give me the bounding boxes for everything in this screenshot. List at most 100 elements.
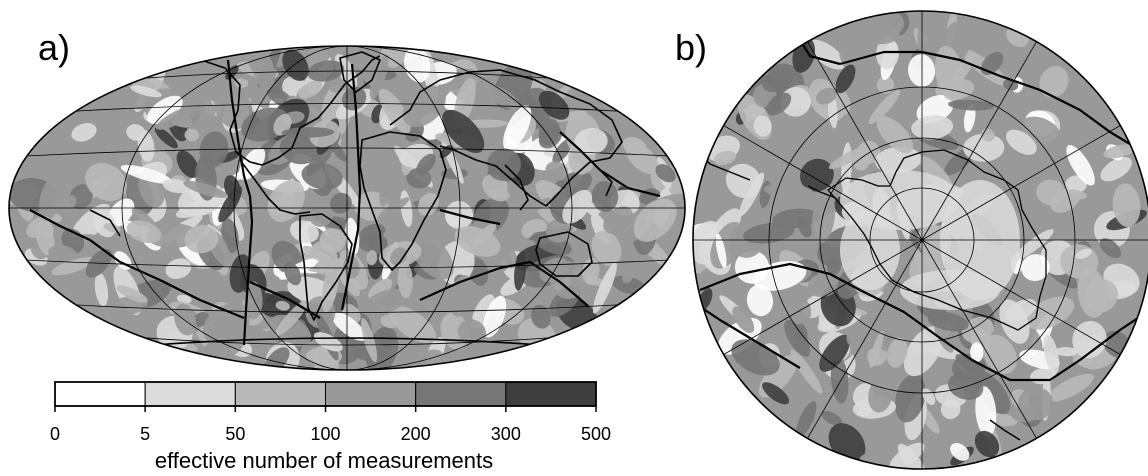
coverage-patch [611, 275, 646, 295]
coverage-patch [519, 197, 552, 217]
coverage-patch [1004, 299, 1037, 322]
coverage-patch [830, 356, 849, 404]
coverage-patch [603, 206, 634, 234]
coverage-patch [655, 164, 676, 183]
coverage-patch [1099, 238, 1122, 259]
coverage-patch [1047, 373, 1094, 402]
coverage-patch [545, 218, 572, 243]
coverage-patch [746, 284, 774, 317]
coverage-patch [1072, 321, 1107, 359]
coverage-patch [126, 220, 162, 244]
coverage-patch [850, 21, 900, 45]
coverage-patch [766, 92, 792, 116]
coverage-patch [797, 216, 812, 238]
coverage-patch [876, 115, 914, 154]
coverage-patch [298, 80, 323, 99]
coverage-patch [183, 180, 228, 198]
coverage-patch [900, 270, 1000, 310]
coverage-patch [1021, 254, 1050, 282]
coverage-patch [379, 170, 397, 207]
coverage-patch [1065, 175, 1087, 194]
coverage-patch [811, 190, 836, 244]
coverage-patch [876, 76, 895, 94]
coverage-patch [253, 86, 270, 110]
colorbar-bin [415, 381, 507, 407]
coverage-patch [504, 247, 517, 269]
colorbar: 0 5 50 100 200 300 500 effective number of mea… [50, 381, 611, 473]
coverage-patch [1063, 189, 1088, 200]
colorbar-tick-label: 5 [140, 424, 150, 444]
coverage-patch [715, 233, 727, 269]
coverage-patch [911, 115, 954, 140]
meridian-line [807, 239, 923, 439]
coverage-patch [582, 257, 600, 285]
map-a-plate-boundaries [29, 59, 661, 346]
coverage-patch [184, 128, 200, 142]
coverage-patch [763, 183, 814, 199]
coverage-patch [1036, 179, 1066, 206]
coverage-patch [85, 162, 127, 202]
panel-b-label: b) [675, 27, 707, 68]
colorbar-bin [234, 381, 326, 407]
coverage-patch [193, 278, 211, 295]
coverage-patch [800, 158, 834, 192]
coverage-patch [313, 332, 343, 352]
coverage-patch [795, 401, 817, 438]
coverage-patch [835, 64, 856, 94]
coverage-patch [94, 272, 109, 307]
coverage-patch [267, 180, 305, 222]
coverage-patch [1005, 129, 1037, 155]
coverage-patch [897, 443, 928, 469]
map-b-plate-boundaries [693, 39, 1148, 382]
coverage-patch [1017, 386, 1054, 421]
coverage-patch [545, 161, 569, 181]
coverage-patch [963, 103, 976, 133]
coverage-patch [402, 85, 446, 128]
south-polar-map [692, 10, 1148, 470]
coverage-patch [713, 150, 737, 166]
coverage-patch [378, 88, 411, 134]
coverage-patch [940, 399, 961, 420]
coverage-patch [1100, 156, 1132, 182]
coverage-patch [562, 189, 593, 224]
coverage-patch [622, 270, 634, 284]
coverage-patch [417, 192, 440, 216]
coverage-patch [874, 146, 922, 174]
coverage-patch [762, 382, 790, 405]
coverage-patch [525, 97, 545, 122]
colorbar-title: effective number of measurements [155, 448, 493, 473]
coverage-patch [1055, 346, 1078, 357]
coverage-patch [785, 296, 812, 329]
coverage-patch [162, 178, 190, 194]
coverage-patch [474, 161, 489, 176]
coverage-patch [816, 87, 837, 105]
coverage-patch [482, 174, 511, 202]
panel-a-label: a) [38, 27, 70, 68]
coverage-patch [147, 95, 183, 125]
coverage-patch [38, 177, 61, 222]
meridian-line [723, 125, 923, 241]
coverage-patch [927, 311, 969, 332]
coverage-patch [275, 300, 308, 337]
coverage-patch [411, 235, 454, 280]
coverage-patch [538, 90, 570, 120]
coverage-patch [903, 326, 944, 377]
coverage-patch [120, 164, 172, 184]
coverage-patch [35, 220, 55, 256]
coverage-patch [622, 136, 647, 156]
coverage-patch [51, 257, 95, 276]
coverage-patch [591, 230, 622, 266]
coverage-patch [176, 150, 199, 178]
global-mollweide-map [8, 45, 686, 371]
coverage-patch [807, 272, 839, 298]
colorbar-bin [505, 381, 597, 407]
coverage-patch [416, 153, 436, 176]
coverage-patch [174, 303, 197, 336]
coverage-patch [710, 190, 723, 204]
coverage-patch [71, 123, 97, 142]
coverage-patch [963, 133, 1005, 162]
coverage-patch [514, 251, 527, 291]
map-a-coastlines [89, 51, 623, 347]
colorbar-bin [54, 381, 146, 407]
coverage-patch [454, 226, 501, 257]
